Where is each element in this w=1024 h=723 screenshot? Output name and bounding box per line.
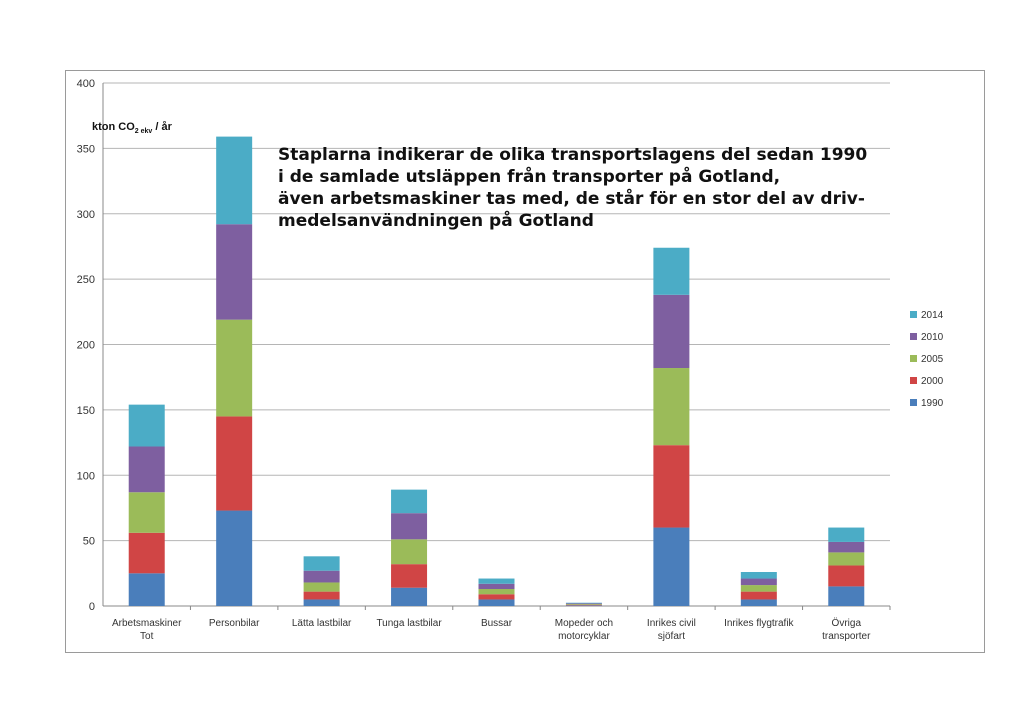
bar-segment	[391, 513, 428, 540]
bar-segment	[216, 510, 253, 606]
legend-label: 2000	[921, 376, 944, 387]
x-tick-label: Bussar	[481, 618, 513, 629]
bar-segment	[828, 527, 865, 542]
bar-segment	[565, 605, 602, 606]
bar-segment	[828, 552, 865, 566]
x-tick-label: Lätta lastbilar	[292, 618, 352, 629]
y-tick-label: 100	[77, 470, 95, 482]
bar-segment	[740, 578, 777, 586]
bar-segment	[740, 599, 777, 606]
bar-segment	[128, 492, 165, 533]
y-tick-label: 300	[77, 209, 95, 221]
bar-segment	[478, 599, 515, 606]
bar-segment	[828, 565, 865, 587]
legend-swatch	[910, 311, 917, 318]
bar-segment	[391, 587, 428, 606]
x-tick-label: Arbetsmaskiner Tot	[112, 618, 182, 642]
bar-segment	[303, 591, 340, 600]
bar-segment	[565, 604, 602, 605]
bar-segment	[303, 582, 340, 592]
bar-segment	[128, 404, 165, 447]
bar-segment	[653, 294, 690, 369]
bar-segment	[653, 368, 690, 446]
y-tick-label: 150	[77, 405, 95, 417]
bar-segment	[128, 532, 165, 574]
bar-segment	[653, 445, 690, 528]
bar-segment	[740, 572, 777, 579]
x-tick-label: Inrikes civil sjöfart	[647, 618, 696, 642]
bar-segment	[740, 591, 777, 600]
bar-segment	[391, 489, 428, 514]
chart-title-line: medelsanvändningen på Gotland	[278, 209, 594, 231]
bar-segment	[740, 585, 777, 592]
legend-label: 2005	[921, 354, 944, 365]
legend-swatch	[910, 355, 917, 362]
legend-label: 1990	[921, 398, 944, 409]
bar-segment	[478, 578, 515, 584]
legend-swatch	[910, 333, 917, 340]
chart-title-line: även arbetsmaskiner tas med, de står för…	[278, 187, 865, 209]
legend-swatch	[910, 377, 917, 384]
bar-segment	[565, 603, 602, 605]
x-tick-label: Personbilar	[209, 618, 260, 629]
bar-segment	[216, 224, 253, 320]
bar-segment	[128, 573, 165, 606]
bar-segment	[391, 539, 428, 565]
x-tick-label: Mopeder och motorcyklar	[555, 618, 613, 642]
bar-segment	[391, 564, 428, 588]
y-tick-label: 350	[77, 143, 95, 155]
bar-segment	[565, 604, 602, 606]
bar-segment	[303, 599, 340, 606]
y-tick-label: 50	[83, 536, 95, 548]
y-axis-label: kton CO2 ekv / år	[92, 121, 173, 135]
bar-segment	[128, 446, 165, 493]
bar-segment	[303, 570, 340, 583]
bar-segment	[478, 589, 515, 595]
bar-segment	[653, 247, 690, 295]
x-tick-label: Inrikes flygtrafik	[724, 618, 794, 629]
bar-segment	[565, 602, 602, 604]
legend-label: 2014	[921, 310, 944, 321]
bar-segment	[478, 583, 515, 590]
x-tick-label: Tunga lastbilar	[376, 618, 442, 629]
bar-segment	[216, 416, 253, 511]
y-tick-label: 0	[89, 601, 95, 613]
y-tick-label: 250	[77, 274, 95, 286]
bar-segment	[828, 541, 865, 553]
chart-title-line: i de samlade utsläppen från transporter …	[278, 165, 780, 187]
bar-segment	[216, 319, 253, 417]
legend-label: 2010	[921, 332, 944, 343]
y-tick-label: 400	[77, 78, 95, 90]
x-tick-label: Övriga transporter	[822, 617, 871, 642]
bar-segment	[828, 586, 865, 606]
chart-title-line: Staplarna indikerar de olika transportsl…	[278, 145, 867, 165]
legend-swatch	[910, 399, 917, 406]
bar-segment	[216, 136, 253, 225]
y-tick-label: 200	[77, 340, 95, 352]
bar-segment	[653, 527, 690, 606]
bar-segment	[303, 556, 340, 571]
bar-segment	[478, 594, 515, 600]
